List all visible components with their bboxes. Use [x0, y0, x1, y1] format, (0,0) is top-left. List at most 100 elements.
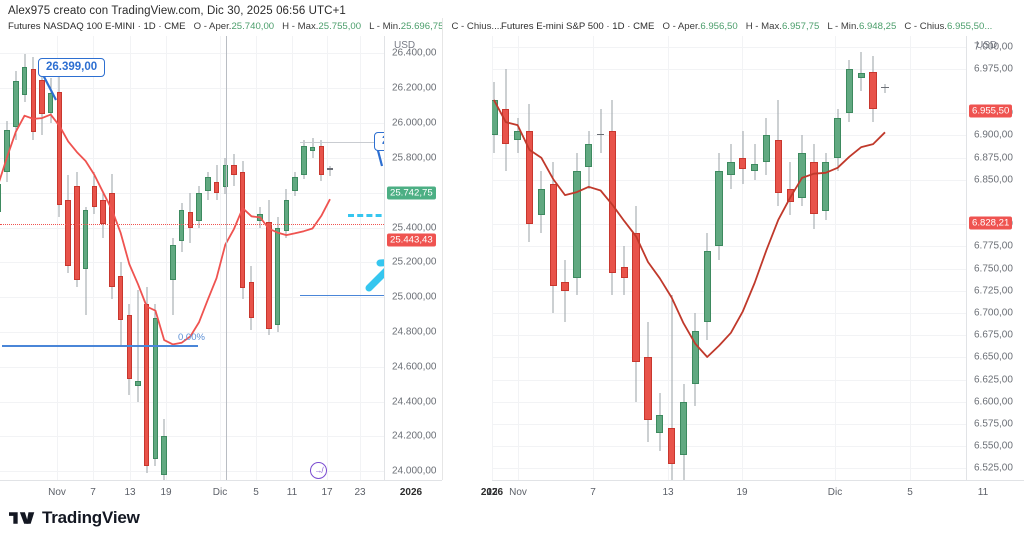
candlestick	[126, 36, 132, 480]
price-badge: 25.443,43	[387, 233, 436, 247]
price-tick-label: 26.400,00	[392, 47, 437, 59]
gridline-vertical	[130, 36, 131, 480]
candlestick	[0, 36, 2, 480]
candlestick	[869, 36, 877, 480]
price-callout[interactable]: 25.916,50	[374, 132, 384, 151]
gridline-horizontal	[492, 424, 966, 426]
legend-exchange: CME	[164, 21, 186, 32]
candle-body	[205, 177, 211, 191]
candle-body	[762, 135, 771, 163]
candle-body	[30, 69, 36, 132]
price-callout[interactable]: 26.399,00	[38, 58, 106, 77]
legend-sp500[interactable]: Futures E-mini S&P 500 · 1D · CME O - Ap…	[501, 21, 993, 32]
gridline-vertical	[518, 36, 519, 480]
legend-close: 6.955,50...	[946, 21, 993, 32]
candle-body	[178, 210, 185, 242]
gridline-vertical	[166, 36, 167, 480]
time-tick-label: 19	[736, 487, 748, 498]
chart-panel-nasdaq[interactable]: Futures NASDAQ 100 E-MINI · 1D · CME O -…	[0, 18, 502, 498]
candle-body	[798, 153, 806, 198]
time-tick-label: Nov	[48, 487, 66, 498]
time-tick-label: 13	[662, 487, 674, 498]
candlestick	[774, 36, 782, 480]
gridline-horizontal	[492, 379, 966, 381]
candlestick	[205, 36, 211, 480]
candle-body	[668, 428, 676, 464]
candlestick	[74, 36, 80, 480]
candle-body	[620, 266, 628, 278]
candlestick	[187, 36, 194, 480]
time-tick-label: 2026	[480, 487, 504, 498]
time-axis-nasdaq[interactable]: Nov 7 13 19 Dic 5 11 17 23 2026	[0, 480, 442, 506]
candlestick	[65, 36, 71, 480]
gridline-horizontal	[0, 227, 384, 229]
candlestick	[537, 36, 545, 480]
candlestick	[196, 36, 202, 480]
candle-body	[117, 276, 124, 320]
candlestick	[561, 36, 569, 480]
price-tick-label: 6.850,00	[974, 174, 1013, 186]
gridline-vertical	[742, 36, 743, 480]
candle-wick	[329, 165, 331, 176]
gridline-vertical	[360, 36, 361, 480]
candlestick	[274, 36, 281, 480]
legend-high-label: H - Max.	[745, 21, 782, 32]
legend-low: 6.948,25	[858, 21, 897, 32]
time-axis-divider	[0, 480, 442, 481]
legend-nasdaq[interactable]: Futures NASDAQ 100 E-MINI · 1D · CME O -…	[8, 21, 503, 32]
candle-body	[857, 73, 865, 78]
chart-panel-sp500[interactable]: Futures E-mini S&P 500 · 1D · CME O - Ap…	[481, 18, 1024, 498]
legend-interval[interactable]: 1D	[143, 21, 156, 32]
time-tick-label: 17	[321, 487, 333, 498]
plot-area-sp500[interactable]	[492, 36, 966, 480]
candle-body	[39, 79, 45, 115]
moving-average-line	[493, 99, 886, 358]
candlestick	[857, 36, 865, 480]
candle-body	[309, 147, 316, 151]
candle-body	[869, 71, 877, 109]
candle-body	[100, 199, 106, 225]
cyan-arrow-icon[interactable]	[365, 254, 384, 297]
split-icon[interactable]: ↛	[310, 462, 327, 479]
gridline-horizontal	[0, 192, 384, 194]
resistance-line-blue[interactable]	[300, 294, 384, 297]
candlestick	[152, 36, 159, 480]
candlestick	[283, 36, 290, 480]
price-tick-label: 6.875,00	[974, 152, 1013, 164]
legend-interval[interactable]: 1D	[612, 21, 625, 32]
time-tick-label: 11	[977, 487, 989, 498]
time-axis-sp500[interactable]: Nov 7 13 19 Dic 5 11 17 23 2026	[481, 480, 1024, 506]
candlestick	[21, 36, 28, 480]
candlestick	[833, 36, 842, 480]
time-tick-label: Dic	[827, 487, 843, 498]
candlestick	[30, 36, 36, 480]
candle-body	[74, 185, 80, 280]
candle-body	[65, 199, 71, 266]
price-axis-nasdaq[interactable]: USD 26.400,00 26.200,00 26.000,00 25.800,00…	[384, 36, 442, 480]
legend-symbol[interactable]: Futures NASDAQ 100 E-MINI	[8, 21, 135, 32]
candlestick	[845, 36, 854, 480]
time-tick-label: Dic	[212, 487, 228, 498]
price-tick-label: 24.000,00	[392, 465, 437, 477]
candlestick	[679, 36, 688, 480]
legend-symbol[interactable]: Futures E-mini S&P 500	[501, 21, 604, 32]
support-line-blue[interactable]	[2, 345, 198, 347]
projection-dashed-cyan[interactable]	[348, 213, 384, 217]
candle-body	[833, 117, 842, 158]
ma-price-dotted-line[interactable]	[0, 224, 384, 226]
candlestick	[292, 36, 298, 480]
price-axis-sp500[interactable]: USD 7.000,006.975,006.925,006.900,006.87…	[966, 36, 1024, 480]
candlestick	[573, 36, 581, 480]
candle-body	[502, 108, 510, 145]
candlestick	[91, 36, 98, 480]
candlestick	[301, 36, 307, 480]
price-tick-label: 6.900,00	[974, 129, 1013, 141]
candlestick	[620, 36, 628, 480]
candle-body	[750, 163, 759, 171]
price-tick-label: 6.675,00	[974, 329, 1013, 341]
candlestick	[222, 36, 228, 480]
gridline-horizontal	[0, 297, 384, 299]
candle-wick	[754, 144, 756, 180]
